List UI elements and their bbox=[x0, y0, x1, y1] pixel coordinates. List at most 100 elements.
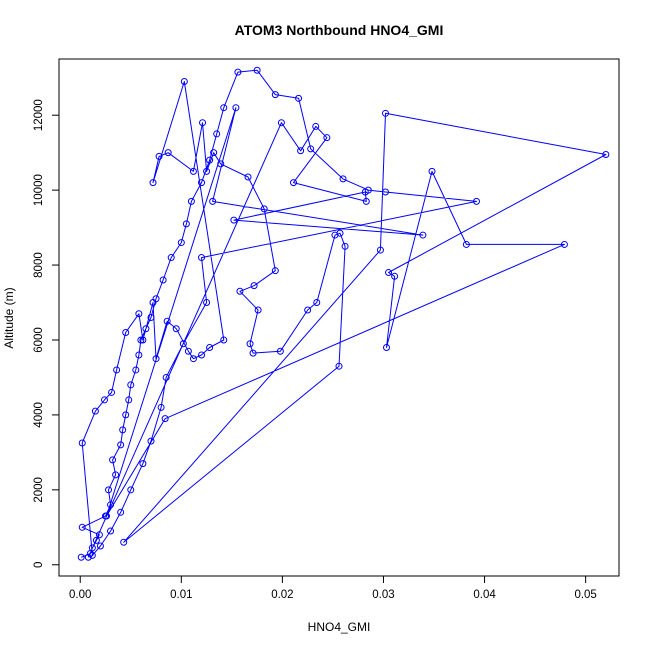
data-point bbox=[189, 167, 197, 175]
data-point bbox=[92, 536, 100, 544]
data-point bbox=[339, 175, 347, 183]
data-point bbox=[199, 119, 207, 127]
data-point bbox=[244, 173, 252, 181]
data-point bbox=[381, 109, 389, 117]
data-point bbox=[167, 254, 175, 262]
data-point bbox=[249, 349, 257, 357]
data-point bbox=[376, 246, 384, 254]
data-point bbox=[100, 396, 108, 404]
data-point bbox=[159, 276, 167, 284]
data-point bbox=[297, 147, 305, 155]
data-point bbox=[232, 104, 240, 112]
data-point bbox=[108, 388, 116, 396]
data-point bbox=[137, 336, 145, 344]
data-point bbox=[172, 325, 180, 333]
data-point bbox=[109, 456, 117, 464]
data-point bbox=[307, 145, 315, 153]
x-axis-label: HNO4_GMI bbox=[308, 620, 371, 634]
data-point bbox=[147, 437, 155, 445]
data-point bbox=[271, 91, 279, 99]
data-point bbox=[381, 188, 389, 196]
data-point bbox=[198, 351, 206, 359]
data-point bbox=[88, 551, 96, 559]
data-point bbox=[142, 325, 150, 333]
data-point bbox=[84, 553, 92, 561]
data-point bbox=[210, 149, 218, 157]
data-point bbox=[304, 306, 312, 314]
data-point bbox=[602, 151, 610, 159]
x-tick-label: 0.01 bbox=[170, 589, 192, 601]
x-tick-label: 0.02 bbox=[271, 589, 293, 601]
data-point bbox=[250, 282, 258, 290]
x-axis: 0.00 0.01 0.02 0.03 0.04 0.05 bbox=[69, 575, 597, 601]
x-tick-label: 0.00 bbox=[69, 589, 91, 601]
data-point bbox=[341, 242, 349, 250]
data-point bbox=[271, 267, 279, 275]
data-point bbox=[119, 426, 127, 434]
data-point bbox=[135, 351, 143, 359]
data-point bbox=[182, 220, 190, 228]
data-point bbox=[560, 240, 568, 248]
y-tick-label: 10000 bbox=[33, 174, 45, 206]
y-tick-label: 2000 bbox=[33, 477, 45, 503]
data-point bbox=[91, 407, 99, 415]
data-point bbox=[385, 269, 393, 277]
data-point bbox=[180, 77, 188, 85]
data-point bbox=[383, 343, 391, 351]
data-point bbox=[198, 179, 206, 187]
data-point bbox=[391, 272, 399, 280]
data-point bbox=[177, 239, 185, 247]
data-point bbox=[125, 396, 133, 404]
data-point bbox=[203, 167, 211, 175]
data-point bbox=[88, 544, 96, 552]
data-point bbox=[236, 287, 244, 295]
data-point bbox=[276, 347, 284, 355]
data-point bbox=[155, 152, 163, 160]
data-point bbox=[428, 167, 436, 175]
data-point bbox=[147, 314, 155, 321]
y-tick-label: 4000 bbox=[33, 402, 45, 428]
data-point bbox=[157, 403, 165, 411]
x-tick-label: 0.03 bbox=[372, 589, 394, 601]
y-tick-label: 0 bbox=[33, 562, 45, 568]
data-point bbox=[152, 355, 160, 363]
data-point bbox=[189, 355, 197, 363]
data-point bbox=[139, 460, 147, 468]
data-point bbox=[113, 366, 121, 374]
data-point bbox=[220, 336, 228, 344]
data-point bbox=[234, 68, 242, 76]
chart-title: ATOM3 Northbound HNO4_GMI bbox=[235, 22, 444, 38]
y-tick-label: 12000 bbox=[33, 99, 45, 131]
data-point bbox=[120, 538, 128, 546]
data-point bbox=[149, 179, 157, 187]
plot-frame bbox=[58, 58, 620, 577]
data-point bbox=[213, 130, 221, 138]
x-tick-label: 0.05 bbox=[574, 589, 596, 601]
data-point bbox=[209, 197, 217, 205]
data-point bbox=[260, 205, 268, 213]
data-point bbox=[122, 411, 130, 419]
data-point bbox=[164, 149, 172, 157]
data-point bbox=[127, 381, 135, 389]
data-point bbox=[122, 328, 130, 336]
data-point bbox=[323, 134, 331, 142]
data-point bbox=[246, 340, 254, 348]
y-tick-label: 6000 bbox=[33, 327, 45, 353]
data-point bbox=[107, 501, 115, 509]
data-point bbox=[127, 486, 135, 494]
data-point bbox=[135, 310, 143, 318]
data-point bbox=[112, 471, 120, 479]
data-point bbox=[78, 439, 86, 447]
data-point bbox=[312, 122, 320, 130]
data-point bbox=[230, 216, 238, 224]
data-point bbox=[253, 66, 261, 74]
data-point bbox=[149, 299, 157, 307]
data-point bbox=[335, 362, 343, 370]
data-point bbox=[139, 336, 147, 344]
data-point bbox=[96, 542, 104, 550]
data-point bbox=[254, 306, 262, 314]
y-axis-label: Altitude (m) bbox=[2, 287, 16, 348]
data-point bbox=[117, 508, 125, 516]
data-point bbox=[203, 299, 211, 307]
